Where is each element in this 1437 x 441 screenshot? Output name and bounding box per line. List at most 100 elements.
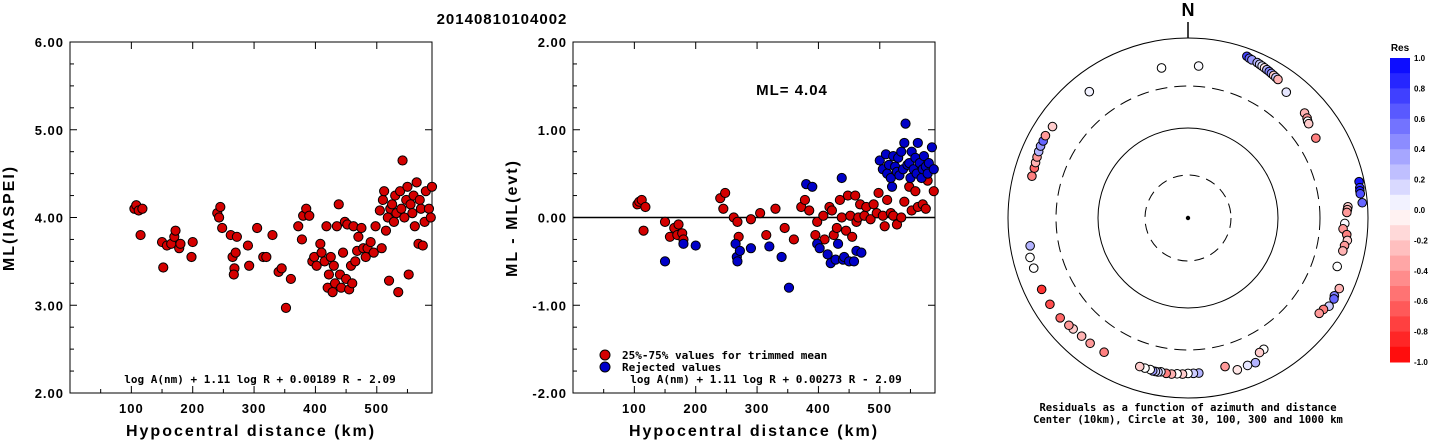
data-point: [368, 247, 379, 258]
data-point: [423, 203, 435, 214]
panel-ml-residual: ML - ML(evt) Hypocentral distance (km) M…: [504, 35, 939, 440]
data-point: [920, 203, 931, 214]
station-residual-point: [1342, 207, 1352, 218]
data-point: [770, 203, 781, 214]
data-point: [399, 212, 410, 223]
data-point: [405, 199, 416, 210]
data-point: [137, 203, 148, 214]
data-point: [804, 205, 815, 216]
station-residual-point: [1134, 361, 1145, 372]
data-point: [425, 212, 436, 223]
legend-marker-rejected: [599, 361, 611, 373]
colorbar-cell: [1390, 225, 1410, 241]
data-point: [873, 187, 884, 199]
data-point: [231, 231, 242, 242]
station-residual-point: [1254, 347, 1265, 358]
data-point: [280, 302, 292, 313]
station-residual-point: [1084, 86, 1095, 97]
data-point: [788, 234, 799, 245]
data-point: [350, 256, 361, 267]
station-residual-point: [1303, 118, 1314, 129]
station-residual-point: [1311, 133, 1321, 143]
data-point: [158, 262, 169, 273]
data-point: [215, 201, 226, 213]
data-point: [217, 222, 228, 234]
colorbar-cell: [1390, 331, 1410, 348]
x-tick-label: 200: [180, 401, 205, 416]
station-residual-point: [1242, 360, 1253, 371]
north-label: N: [1182, 0, 1195, 20]
colorbar-cell: [1390, 210, 1410, 226]
rejected-data-point: [874, 155, 885, 166]
station-residual-point: [1025, 241, 1035, 251]
colorbar-tick-label: 0.4: [1414, 145, 1426, 154]
data-point: [331, 221, 342, 232]
data-point: [673, 219, 684, 230]
colorbar-cell: [1390, 270, 1410, 287]
data-point: [276, 263, 287, 274]
data-point: [380, 225, 392, 236]
rejected-data-point: [745, 243, 757, 254]
station-residual-point: [1357, 197, 1368, 208]
y-tick-label: 6.00: [35, 35, 64, 50]
colorbar-cell: [1390, 149, 1410, 165]
data-point: [365, 236, 376, 248]
data-point: [879, 221, 890, 232]
colorbar-cell: [1390, 346, 1410, 363]
data-point: [882, 194, 893, 206]
data-point: [819, 234, 830, 245]
colorbar-tick-label: -0.6: [1414, 297, 1428, 306]
station-residual-point: [1338, 246, 1348, 256]
data-point: [261, 251, 272, 263]
data-point: [732, 216, 743, 227]
data-point: [834, 194, 845, 206]
data-point: [659, 216, 671, 227]
legend-marker-accepted: [599, 349, 611, 361]
x-tick-label: 400: [303, 401, 328, 416]
colorbar: Res 1.0 0.8 0.6 0.4 0.2 0.0 -0.2 -0.4 -0.6 -0.8 -1…: [1390, 43, 1428, 367]
station-residual-point: [1281, 87, 1292, 98]
x-tick-label: 500: [867, 401, 892, 416]
x-axis-label: Hypocentral distance (km): [126, 423, 376, 440]
station-residual-point: [1028, 263, 1039, 273]
y-axis-label: ML - ML(evt): [504, 159, 521, 277]
data-point: [402, 181, 413, 192]
data-point: [403, 269, 414, 280]
data-point: [868, 199, 879, 210]
data-point: [387, 199, 398, 210]
ring-1000km: [1007, 37, 1369, 399]
x-tick-label: 400: [806, 401, 831, 416]
colorbar-cell: [1390, 240, 1410, 257]
data-point: [337, 247, 349, 258]
rejected-data-point: [678, 238, 689, 249]
colorbar-tick-label: 0.2: [1414, 176, 1426, 185]
rejected-data-point: [832, 238, 844, 249]
data-point: [896, 212, 907, 223]
center-epicenter: [1185, 215, 1191, 221]
colorbar-cell: [1390, 134, 1410, 150]
rejected-data-point: [783, 282, 795, 293]
rejected-data-point: [732, 256, 743, 267]
data-point: [316, 247, 327, 258]
station-residual-point: [1025, 252, 1035, 263]
axis-ticks: 100 200 300 400 500 2.00 3.00 4.00 5.00 6.00: [35, 35, 432, 416]
caption-line-2: Center (10km), Circle at 30, 100, 300 an…: [1033, 414, 1343, 426]
data-point: [376, 243, 387, 254]
data-point: [328, 260, 339, 271]
rejected-data-point: [734, 245, 745, 256]
data-point: [170, 225, 181, 236]
data-point: [311, 260, 322, 271]
colorbar-tick-label: 0.6: [1414, 115, 1426, 124]
data-points: [632, 118, 939, 293]
data-point: [899, 196, 910, 207]
data-point: [638, 225, 649, 236]
station-residual-point: [1232, 365, 1243, 375]
colorbar-tick-label: -0.8: [1414, 328, 1428, 337]
colorbar-title: Res: [1391, 43, 1410, 54]
formula-annotation: log A(nm) + 1.11 log R + 0.00189 R - 2.0…: [124, 373, 396, 386]
data-point: [187, 236, 198, 248]
x-axis-label: Hypocentral distance (km): [629, 423, 879, 440]
x-tick-label: 200: [683, 401, 708, 416]
x-tick-label: 300: [242, 401, 267, 416]
station-residual-point: [1064, 320, 1074, 331]
